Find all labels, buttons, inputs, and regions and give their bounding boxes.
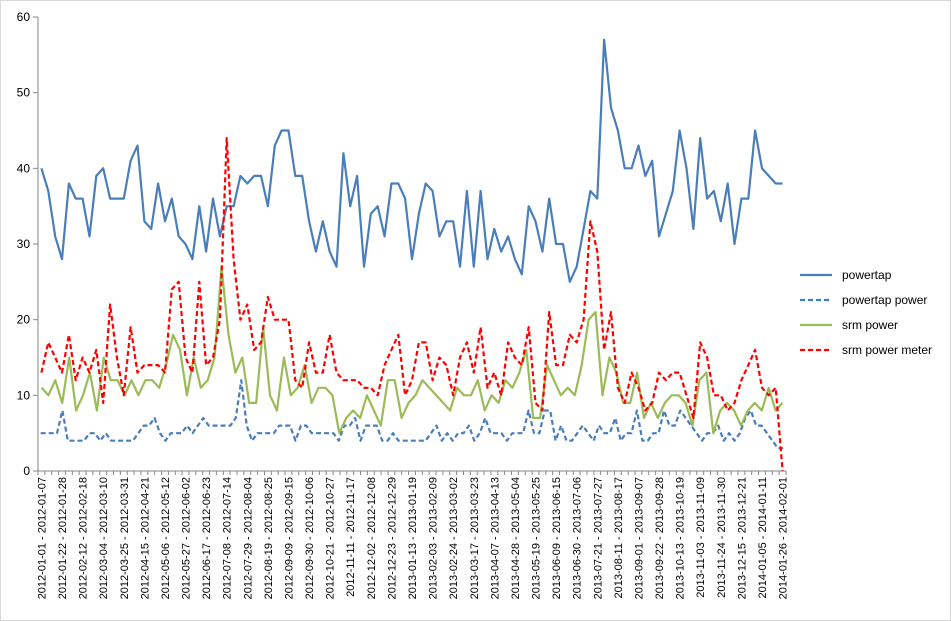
x-axis: 2012-01-01 - 2012-01-07 2012-01-22 - 2012… (36, 470, 790, 599)
x-tick-label: 2012-12-02 - 2012-12-08 (366, 477, 378, 599)
x-tick-label: 2013-02-03 - 2013-02-09 (428, 477, 440, 599)
x-tick-label: 2012-09-09 - 2012-09-15 (283, 477, 295, 599)
x-tick-label: 2013-09-22 - 2013-09-28 (654, 477, 666, 599)
y-tick-label: 0 (23, 464, 30, 478)
x-tick-label: 2012-01-22 - 2012-01-28 (57, 477, 69, 599)
x-tick-label: 2012-12-23 - 2012-12-29 (386, 477, 398, 599)
x-tick-label: 2012-03-04 - 2012-03-10 (98, 477, 110, 599)
x-tick-label: 2013-09-01 - 2013-09-07 (633, 477, 645, 599)
y-tick-label: 40 (17, 161, 31, 175)
x-tick-label: 2014-01-26 - 2014-02-01 (778, 477, 790, 599)
x-tick-label: 2013-06-30 - 2013-07-06 (572, 477, 584, 599)
y-tick-label: 10 (17, 388, 31, 402)
y-tick-label: 60 (17, 10, 31, 24)
x-tick-label: 2012-07-08 - 2012-07-14 (222, 477, 234, 599)
y-tick-label: 20 (17, 313, 31, 327)
x-tick-label: 2013-11-03 - 2013-11-09 (695, 477, 707, 598)
x-tick-label: 2012-08-19 - 2012-08-25 (263, 477, 275, 599)
x-tick-label: 2012-05-27 - 2012-06-02 (181, 477, 193, 599)
legend-label-srm-power-meter: srm power meter (842, 343, 932, 357)
x-tick-label: 2013-10-13 - 2013-10-19 (675, 477, 687, 599)
plot-lines (40, 38, 784, 472)
x-tick-label: 2012-10-21 - 2012-10-27 (325, 477, 337, 599)
series-line-srm-power-meter (40, 137, 784, 472)
legend-label-powertap: powertap (842, 268, 892, 282)
legend: powertap powertap power srm power srm power… (800, 268, 932, 357)
x-tick-label: 2013-08-11 - 2013-08-17 (613, 477, 625, 599)
x-tick-label: 2012-01-01 - 2012-01-07 (36, 477, 48, 599)
series-line-srm-power (40, 265, 784, 435)
x-tick-label: 2012-07-29 - 2012-08-04 (242, 477, 254, 599)
x-tick-label: 2012-03-25 - 2012-03-31 (119, 477, 131, 599)
y-tick-label: 30 (17, 237, 31, 251)
y-axis: 0 10 20 30 40 50 60 (17, 10, 39, 478)
legend-label-srm-power: srm power (842, 318, 898, 332)
x-tick-label: 2013-02-24 - 2013-03-02 (448, 477, 460, 599)
y-tick-label: 50 (17, 86, 31, 100)
x-tick-label: 2012-04-15 - 2012-04-21 (139, 477, 151, 599)
x-tick-label: 2013-05-19 - 2013-05-25 (531, 477, 543, 599)
x-tick-label: 2013-03-17 - 2013-03-23 (469, 477, 481, 599)
x-tick-label: 2013-01-13 - 2013-01-19 (407, 477, 419, 599)
x-tick-label: 2012-05-06 - 2012-05-12 (160, 477, 172, 599)
x-tick-label: 2013-12-15 - 2013-12-21 (736, 477, 748, 599)
x-tick-label: 2013-06-09 - 2013-06-15 (551, 477, 563, 599)
x-tick-label: 2012-06-17 - 2012-06-23 (201, 477, 213, 599)
x-tick-label: 2012-02-12 - 2012-02-18 (78, 477, 90, 599)
x-tick-label: 2013-07-21 - 2013-07-27 (592, 477, 604, 599)
x-tick-label: 2012-11-11 - 2012-11-17 (345, 477, 357, 597)
series-line-powertap (40, 38, 783, 283)
x-tick-label: 2014-01-05 - 2014-01-11 (757, 477, 769, 599)
x-tick-label: 2012-09-30 - 2012-10-06 (304, 477, 316, 599)
x-tick-label: 2013-04-28 - 2013-05-04 (510, 477, 522, 599)
x-tick-label: 2013-11-24 - 2013-11-30 (716, 477, 728, 598)
x-tick-label: 2013-04-07 - 2013-04-13 (489, 477, 501, 599)
legend-label-powertap-power: powertap power (842, 293, 927, 307)
series-line-powertap-power (40, 379, 784, 450)
